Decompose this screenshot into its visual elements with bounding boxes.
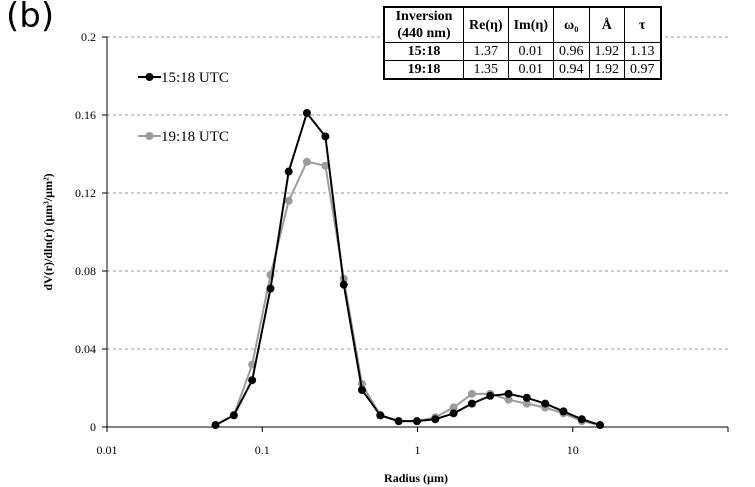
table-cell: 15:18 [383, 42, 464, 61]
series-line [215, 110, 601, 427]
table-cell: 0.97 [624, 60, 661, 80]
data-point [229, 411, 238, 420]
data-point [302, 157, 311, 166]
table-header: Inversion (440 nm) [383, 6, 464, 43]
data-point [486, 391, 495, 400]
axes [102, 36, 729, 432]
data-point [284, 167, 293, 176]
data-point [302, 109, 311, 118]
y-tick-label: 0.12 [75, 186, 96, 200]
x-tick-label: 10 [567, 443, 579, 457]
data-point [541, 399, 550, 408]
series-group [211, 109, 605, 430]
y-tick-labels: 0 0.04 0.08 0.12 0.16 0.2 [75, 30, 96, 434]
table-header: τ [624, 6, 661, 43]
table-header-row: Inversion (440 nm) Re(η) Im(η) ω₀ Å τ [383, 6, 661, 43]
legend-label: 19:18 UTC [161, 129, 229, 145]
table-cell: 1.35 [463, 60, 509, 80]
inversion-table: Inversion (440 nm) Re(η) Im(η) ω₀ Å τ 15:… [383, 6, 662, 80]
x-tick-labels: 0.01 0.1 1 10 [97, 443, 579, 457]
table-header: Å [588, 6, 625, 43]
data-point [467, 389, 476, 398]
table-cell: 1.37 [463, 42, 509, 61]
table-cell: 1.92 [588, 60, 625, 80]
y-tick-label: 0.08 [75, 264, 96, 278]
data-point [284, 196, 293, 205]
data-point [577, 415, 586, 424]
legend-marker [145, 73, 154, 81]
table-header: Im(η) [507, 6, 555, 43]
x-axis-label: Radius (µm) [384, 471, 448, 485]
table-cell: 0.01 [507, 60, 555, 80]
y-tick-label: 0.2 [81, 30, 96, 44]
data-point [321, 132, 330, 141]
legend-marker [145, 132, 154, 140]
legend: 15:18 UTC 19:18 UTC [138, 70, 229, 145]
header-inversion: Inversion (440 nm) [395, 9, 453, 41]
data-point [504, 395, 513, 404]
data-point [321, 161, 330, 170]
data-point [431, 415, 440, 424]
table-cell: 1.92 [588, 42, 625, 61]
table-cell: 0.01 [507, 42, 555, 61]
series-line [215, 160, 601, 427]
table-header: ω₀ [553, 6, 590, 43]
data-point [376, 411, 385, 420]
data-point [559, 407, 568, 416]
data-point [248, 376, 257, 385]
data-point [596, 421, 605, 430]
y-tick-label: 0 [90, 420, 96, 434]
table-cell: 0.94 [553, 60, 590, 80]
y-axis-label: dV(r)/dln(r) (µm³/µm²) [41, 173, 55, 290]
data-point [339, 280, 348, 289]
table-cell: 19:18 [383, 60, 464, 80]
y-tick-label: 0.16 [75, 108, 96, 122]
data-point [449, 403, 458, 412]
legend-label: 15:18 UTC [161, 70, 229, 86]
x-tick-label: 0.01 [97, 443, 118, 457]
table-row: 19:18 1.35 0.01 0.94 1.92 0.97 [383, 60, 661, 80]
y-tick-label: 0.04 [75, 342, 96, 356]
data-point [266, 284, 275, 293]
data-point [357, 385, 366, 394]
data-point [412, 417, 421, 426]
table-cell: 0.96 [553, 42, 590, 61]
x-tick-label: 1 [415, 443, 421, 457]
x-tick-label: 0.1 [255, 443, 270, 457]
table-cell: 1.13 [624, 42, 661, 61]
panel-label: (b) [6, 0, 55, 36]
data-point [449, 409, 458, 418]
table-row: 15:18 1.37 0.01 0.96 1.92 1.13 [383, 42, 661, 61]
data-point [522, 399, 531, 408]
data-point [211, 421, 220, 430]
data-point [394, 417, 403, 426]
table-header: Re(η) [463, 6, 509, 43]
data-point [467, 399, 476, 408]
data-point [504, 389, 513, 398]
data-point [522, 393, 531, 402]
